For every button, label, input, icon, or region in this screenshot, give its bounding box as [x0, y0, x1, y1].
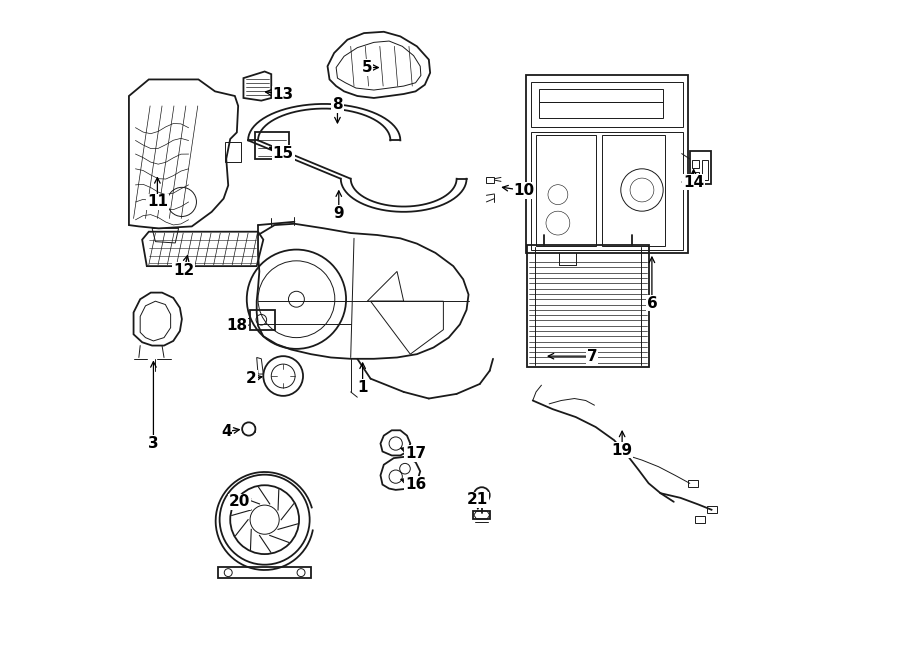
Bar [602, 135, 665, 246]
Bar [255, 132, 289, 159]
Bar [536, 135, 596, 246]
Text: 14: 14 [683, 175, 704, 189]
Bar [706, 506, 716, 513]
Text: 5: 5 [362, 60, 373, 75]
Bar [473, 511, 491, 519]
Bar [526, 75, 688, 253]
Bar [692, 172, 699, 180]
Bar [250, 310, 275, 330]
Bar [225, 142, 241, 162]
Bar [539, 102, 663, 118]
Text: 8: 8 [332, 97, 343, 112]
Bar [702, 160, 708, 180]
Text: 18: 18 [226, 318, 248, 333]
Bar [531, 132, 683, 250]
Bar [695, 516, 705, 523]
Text: 10: 10 [514, 183, 535, 198]
Bar [531, 82, 683, 127]
Text: 15: 15 [273, 146, 293, 161]
Text: 19: 19 [612, 443, 633, 457]
Text: 6: 6 [646, 296, 657, 310]
Text: 1: 1 [357, 380, 368, 395]
Bar [527, 245, 649, 367]
Text: 16: 16 [405, 477, 427, 492]
Text: 9: 9 [334, 206, 344, 220]
Bar [692, 160, 699, 168]
Bar [688, 480, 698, 487]
Text: 21: 21 [467, 493, 489, 507]
Text: 11: 11 [147, 195, 168, 209]
Text: 17: 17 [405, 446, 426, 461]
Text: 3: 3 [148, 436, 158, 451]
Text: 2: 2 [246, 371, 256, 386]
Text: 7: 7 [587, 349, 598, 363]
Text: 12: 12 [174, 263, 194, 277]
Bar [689, 151, 711, 184]
Bar [539, 89, 663, 102]
Text: 13: 13 [273, 87, 293, 101]
Text: 4: 4 [220, 424, 231, 439]
Text: 20: 20 [229, 495, 250, 509]
